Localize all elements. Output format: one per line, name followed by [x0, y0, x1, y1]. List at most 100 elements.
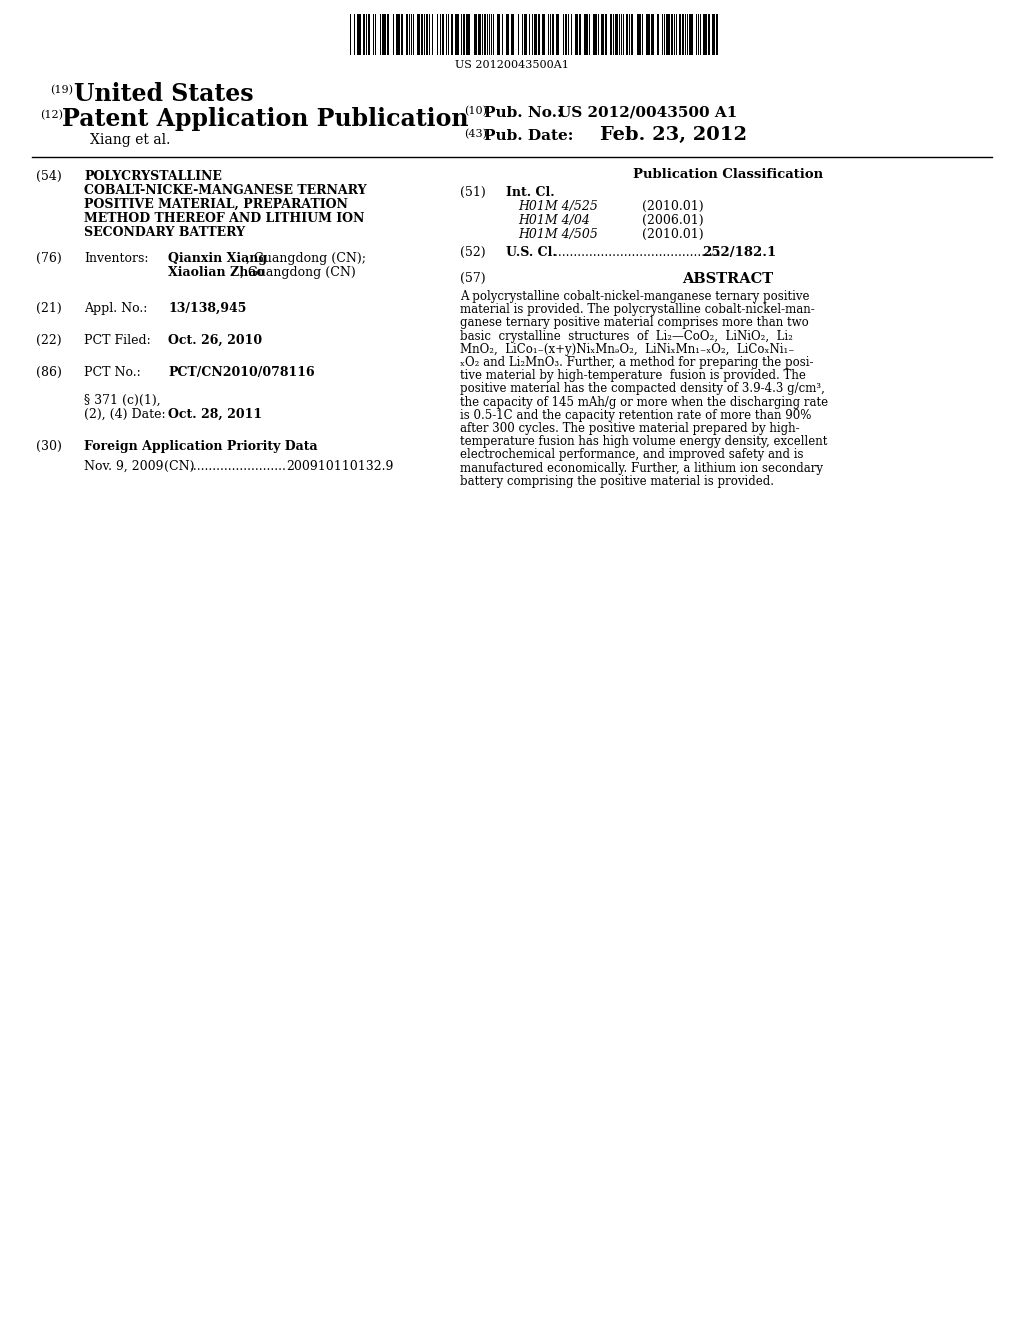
Bar — [601, 15, 604, 55]
Bar — [368, 15, 370, 55]
Text: .........................: ......................... — [190, 459, 287, 473]
Bar — [401, 15, 403, 55]
Text: , Guangdong (CN);: , Guangdong (CN); — [246, 252, 366, 265]
Text: Xiang et al.: Xiang et al. — [90, 133, 170, 147]
Text: ............................................: ........................................… — [550, 246, 725, 259]
Bar — [637, 15, 641, 55]
Text: Feb. 23, 2012: Feb. 23, 2012 — [600, 125, 746, 144]
Text: 252/182.1: 252/182.1 — [702, 246, 776, 259]
Text: is 0.5-1C and the capacity retention rate of more than 90%: is 0.5-1C and the capacity retention rat… — [460, 409, 811, 422]
Text: (57): (57) — [460, 272, 485, 285]
Bar — [382, 15, 386, 55]
Text: COBALT-NICKE-MANGANESE TERNARY: COBALT-NICKE-MANGANESE TERNARY — [84, 183, 367, 197]
Text: US 2012/0043500 A1: US 2012/0043500 A1 — [558, 106, 737, 120]
Bar — [478, 15, 481, 55]
Text: Qianxin Xiang: Qianxin Xiang — [168, 252, 267, 265]
Bar — [497, 15, 500, 55]
Text: battery comprising the positive material is provided.: battery comprising the positive material… — [460, 475, 774, 488]
Text: MnO₂,  LiCo₁₋(x+y)NiₓMnₔO₂,  LiNiₓMn₁₋ₓO₂,  LiCoₓNi₁₋: MnO₂, LiCo₁₋(x+y)NiₓMnₔO₂, LiNiₓMn₁₋ₓO₂,… — [460, 343, 795, 356]
Bar — [396, 15, 400, 55]
Bar — [626, 15, 628, 55]
Bar — [657, 15, 659, 55]
Text: Publication Classification: Publication Classification — [633, 168, 823, 181]
Text: U.S. Cl.: U.S. Cl. — [506, 246, 557, 259]
Text: Foreign Application Priority Data: Foreign Application Priority Data — [84, 440, 317, 453]
Text: Pub. Date:: Pub. Date: — [484, 129, 573, 143]
Text: Patent Application Publication: Patent Application Publication — [62, 107, 469, 131]
Text: POLYCRYSTALLINE: POLYCRYSTALLINE — [84, 170, 222, 183]
Text: (CN): (CN) — [164, 459, 195, 473]
Bar — [666, 15, 670, 55]
Bar — [463, 15, 465, 55]
Text: Oct. 26, 2010: Oct. 26, 2010 — [168, 334, 262, 347]
Bar — [631, 15, 633, 55]
Bar — [474, 15, 477, 55]
Bar — [703, 15, 707, 55]
Bar — [682, 15, 684, 55]
Bar — [610, 15, 612, 55]
Text: 200910110132.9: 200910110132.9 — [286, 459, 393, 473]
Bar — [651, 15, 654, 55]
Text: H01M 4/04: H01M 4/04 — [518, 214, 590, 227]
Text: Nov. 9, 2009: Nov. 9, 2009 — [84, 459, 164, 473]
Text: , Guangdong (CN): , Guangdong (CN) — [240, 267, 355, 279]
Text: basic  crystalline  structures  of  Li₂—CoO₂,  LiNiO₂,  Li₂: basic crystalline structures of Li₂—CoO₂… — [460, 330, 793, 343]
Text: ABSTRACT: ABSTRACT — [682, 272, 773, 286]
Bar — [442, 15, 444, 55]
Bar — [689, 15, 693, 55]
Bar — [565, 15, 567, 55]
Bar — [646, 15, 650, 55]
Text: tive material by high-temperature  fusion is provided. The: tive material by high-temperature fusion… — [460, 370, 806, 383]
Text: H01M 4/525: H01M 4/525 — [518, 201, 598, 213]
Text: PCT Filed:: PCT Filed: — [84, 334, 151, 347]
Text: (52): (52) — [460, 246, 485, 259]
Bar — [362, 15, 365, 55]
Bar — [584, 15, 588, 55]
Bar — [542, 15, 545, 55]
Bar — [575, 15, 578, 55]
Text: ganese ternary positive material comprises more than two: ganese ternary positive material compris… — [460, 317, 809, 330]
Bar — [387, 15, 389, 55]
Bar — [556, 15, 559, 55]
Bar — [615, 15, 618, 55]
Bar — [552, 15, 554, 55]
Text: (2006.01): (2006.01) — [642, 214, 703, 227]
Text: Int. Cl.: Int. Cl. — [506, 186, 555, 199]
Text: Inventors:: Inventors: — [84, 252, 148, 265]
Text: ₓO₂ and Li₂MnO₃. Further, a method for preparing the posi-: ₓO₂ and Li₂MnO₃. Further, a method for p… — [460, 356, 813, 370]
Text: (76): (76) — [36, 252, 61, 265]
Text: US 20120043500A1: US 20120043500A1 — [455, 59, 569, 70]
Text: (30): (30) — [36, 440, 61, 453]
Bar — [455, 15, 459, 55]
Bar — [484, 15, 486, 55]
Bar — [511, 15, 514, 55]
Text: (43): (43) — [464, 129, 487, 140]
Text: Appl. No.:: Appl. No.: — [84, 302, 147, 315]
Bar — [357, 15, 361, 55]
Text: (19): (19) — [50, 84, 73, 95]
Bar — [421, 15, 423, 55]
Bar — [451, 15, 453, 55]
Text: PCT/CN2010/078116: PCT/CN2010/078116 — [168, 366, 314, 379]
Bar — [538, 15, 540, 55]
Bar — [506, 15, 509, 55]
Text: (54): (54) — [36, 170, 61, 183]
Bar — [712, 15, 715, 55]
Text: (2010.01): (2010.01) — [642, 201, 703, 213]
Bar — [466, 15, 470, 55]
Bar — [534, 15, 537, 55]
Text: material is provided. The polycrystalline cobalt-nickel-man-: material is provided. The polycrystallin… — [460, 304, 815, 317]
Text: (2), (4) Date:: (2), (4) Date: — [84, 408, 166, 421]
Text: H01M 4/505: H01M 4/505 — [518, 228, 598, 242]
Text: POSITIVE MATERIAL, PREPARATION: POSITIVE MATERIAL, PREPARATION — [84, 198, 348, 211]
Text: A polycrystalline cobalt-nickel-manganese ternary positive: A polycrystalline cobalt-nickel-manganes… — [460, 290, 810, 304]
Text: after 300 cycles. The positive material prepared by high-: after 300 cycles. The positive material … — [460, 422, 800, 436]
Text: METHOD THEREOF AND LITHIUM ION: METHOD THEREOF AND LITHIUM ION — [84, 213, 365, 224]
Text: electrochemical performance, and improved safety and is: electrochemical performance, and improve… — [460, 449, 804, 462]
Text: United States: United States — [74, 82, 254, 106]
Text: manufactured economically. Further, a lithium ion secondary: manufactured economically. Further, a li… — [460, 462, 823, 475]
Text: the capacity of 145 mAh/g or more when the discharging rate: the capacity of 145 mAh/g or more when t… — [460, 396, 828, 409]
Bar — [579, 15, 581, 55]
Bar — [708, 15, 710, 55]
Bar — [679, 15, 681, 55]
